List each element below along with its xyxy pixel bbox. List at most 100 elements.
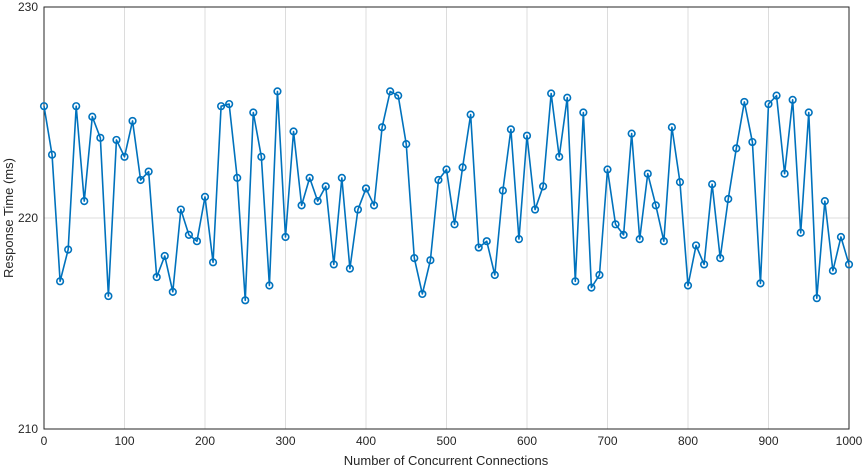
y-tick-label: 220 [18, 211, 38, 225]
data-point [466, 110, 475, 119]
data-point [305, 173, 314, 183]
data-point [482, 237, 491, 246]
data-point [724, 194, 733, 204]
data-point [571, 277, 580, 286]
data-point [595, 270, 604, 280]
x-tick-label: 600 [517, 434, 537, 448]
data-point [361, 184, 371, 193]
data-point [112, 135, 121, 145]
data-point [208, 258, 218, 267]
data-point [530, 205, 540, 214]
data-point [297, 201, 306, 210]
grid [44, 7, 849, 429]
plot-area-frame [43, 6, 850, 430]
data-point [619, 230, 628, 239]
data-point [47, 150, 57, 159]
data-point [96, 133, 105, 142]
data-point [635, 235, 644, 244]
data-point [345, 264, 355, 273]
data-point [313, 197, 322, 206]
data-point [39, 102, 49, 111]
data-point [128, 116, 137, 126]
data-point [136, 175, 145, 185]
data-point [828, 266, 838, 275]
data-point [555, 152, 564, 161]
data-point [844, 260, 854, 269]
data-point [788, 95, 797, 104]
data-point [506, 125, 516, 134]
data-point [72, 102, 81, 111]
data-point [410, 253, 419, 263]
data-point [675, 178, 685, 187]
series-layer [39, 87, 854, 305]
data-point [498, 186, 507, 195]
x-tick-label: 100 [114, 434, 134, 448]
data-point [402, 140, 411, 149]
data-point [708, 180, 717, 189]
data-point [796, 228, 805, 237]
x-tick-label: 300 [275, 434, 295, 448]
data-point [780, 169, 789, 178]
data-point [627, 129, 636, 138]
data-point [836, 232, 846, 242]
data-point [659, 237, 668, 246]
x-tick-label: 900 [758, 434, 778, 448]
data-point [651, 201, 660, 210]
data-point [691, 241, 701, 250]
data-point [168, 287, 177, 296]
data-point [249, 108, 258, 117]
x-tick-labels: 0 100 200 300 400 500 600 700 800 900 1000 [41, 434, 863, 448]
data-point [176, 205, 185, 214]
data-point [233, 173, 242, 183]
data-point [522, 131, 532, 140]
data-point [450, 220, 459, 229]
data-point [772, 91, 781, 100]
x-tick-label: 700 [597, 434, 617, 448]
x-tick-label: 500 [436, 434, 456, 448]
data-point [337, 173, 346, 183]
data-point [804, 108, 813, 117]
data-point [458, 163, 467, 172]
x-tick-label: 800 [678, 434, 698, 448]
data-point [643, 169, 652, 178]
data-point [289, 127, 298, 136]
data-point [442, 165, 451, 174]
data-point [369, 201, 379, 210]
data-point [200, 192, 210, 201]
data-point [88, 112, 97, 121]
data-point [418, 289, 427, 299]
data-point [241, 296, 250, 305]
data-point [563, 93, 572, 102]
data-point [394, 91, 403, 100]
data-point [426, 256, 435, 265]
data-point [820, 197, 829, 206]
x-axis-label: Number of Concurrent Connections [344, 453, 549, 468]
x-tick-label: 400 [356, 434, 376, 448]
data-point [748, 137, 757, 147]
data-point [273, 87, 282, 96]
data-point [587, 283, 596, 292]
data-point [386, 87, 395, 96]
data-point [434, 175, 443, 185]
data-point [257, 152, 266, 161]
data-point [538, 182, 548, 191]
x-tick-label: 0 [41, 434, 48, 448]
data-point [547, 89, 556, 98]
data-point [281, 232, 290, 242]
x-tick-label: 1000 [836, 434, 863, 448]
data-point [160, 251, 169, 261]
data-point [144, 167, 153, 176]
data-point [603, 165, 612, 174]
data-point [104, 291, 113, 301]
data-point [611, 220, 620, 229]
data-point [120, 152, 129, 161]
data-point [184, 230, 193, 239]
data-point [55, 277, 65, 286]
data-point [378, 123, 387, 132]
series-line [43, 90, 850, 302]
data-point [192, 237, 202, 246]
data-point [474, 243, 483, 252]
data-point [716, 253, 725, 263]
data-point [699, 260, 709, 269]
x-tick-label: 200 [195, 434, 215, 448]
